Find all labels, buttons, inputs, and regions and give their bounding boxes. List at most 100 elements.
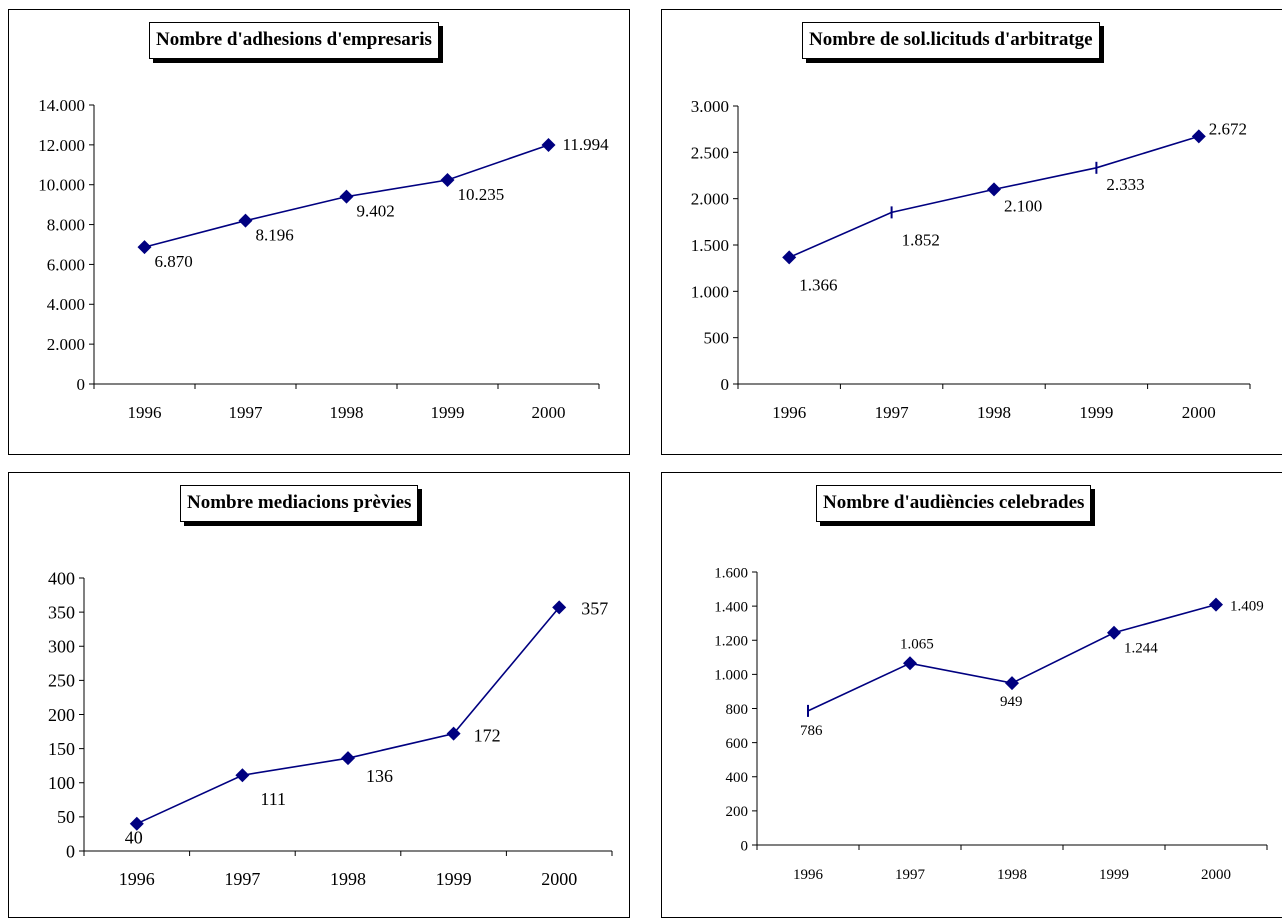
x-tick-label: 1996 (793, 867, 824, 883)
chart-title: Nombre de sol.licituds d'arbitratge (802, 22, 1100, 59)
chart-plot-mediacions: 0 50 100 150 200 250 300 350 400 1996 1997 1998 1999… (48, 568, 613, 889)
data-label: 786 (800, 723, 823, 739)
y-tick-label: 2.000 (691, 190, 729, 209)
y-tick-label: 1.400 (714, 599, 748, 615)
y-tick-label: 250 (48, 671, 75, 691)
data-label: 172 (474, 726, 501, 746)
x-tick-label: 1996 (772, 403, 806, 422)
data-point (903, 656, 917, 671)
data-point (1209, 597, 1223, 612)
data-label: 357 (581, 598, 608, 618)
chart-plot-arbitratge: 0 500 1.000 1.500 2.000 2.500 3.000 1996 1997 199… (691, 97, 1251, 422)
chart-panel-audiencies: Nombre d'audiències celebrades 0 200 400 60… (661, 472, 1282, 918)
data-point (552, 600, 567, 615)
y-tick-label: 14.000 (38, 96, 85, 115)
chart-panel-mediacions: Nombre mediacions prèvies 0 50 100 150 200 25… (8, 472, 630, 918)
data-point (1191, 129, 1206, 144)
y-tick-label: 350 (48, 602, 75, 622)
chart-title: Nombre mediacions prèvies (180, 485, 419, 522)
data-point (129, 816, 144, 831)
y-tick-label: 1.200 (714, 634, 748, 650)
chart-plot-audiencies: 0 200 400 600 800 1.000 1.200 1.400 1.600 1996 199… (714, 565, 1268, 883)
data-label: 1.065 (900, 636, 934, 652)
chart-panel-arbitratge: Nombre de sol.licituds d'arbitratge 0 500… (661, 9, 1282, 455)
data-label: 949 (1000, 694, 1023, 710)
data-label: 1.409 (1230, 599, 1264, 615)
y-tick-label: 0 (721, 375, 730, 394)
data-label: 8.196 (256, 226, 294, 245)
x-tick-label: 1998 (977, 403, 1011, 422)
y-tick-label: 1.000 (691, 282, 729, 301)
y-tick-label: 800 (726, 702, 749, 718)
data-label: 2.672 (1209, 119, 1247, 138)
x-tick-label: 2000 (1201, 867, 1231, 883)
data-label: 111 (260, 789, 286, 809)
data-label: 1.244 (1124, 641, 1158, 657)
x-tick-label: 1998 (330, 869, 366, 889)
data-label: 9.402 (357, 202, 395, 221)
x-tick-label: 1999 (436, 869, 472, 889)
y-tick-label: 8.000 (47, 216, 85, 235)
y-tick-label: 50 (57, 807, 75, 827)
y-tick-label: 400 (726, 770, 749, 786)
x-tick-label: 1998 (330, 403, 364, 422)
data-point (238, 213, 253, 228)
series-line (136, 606, 560, 825)
y-tick-label: 1.500 (691, 236, 729, 255)
y-tick-label: 100 (48, 773, 75, 793)
x-tick-label: 1999 (1079, 403, 1113, 422)
x-tick-label: 1996 (128, 403, 162, 422)
x-tick-label: 1999 (1099, 867, 1129, 883)
y-tick-label: 2.500 (691, 143, 729, 162)
y-tick-label: 0 (66, 841, 75, 861)
x-tick-label: 2000 (532, 403, 566, 422)
data-point (541, 137, 556, 152)
chart-plot-adhesions: 0 2.000 4.000 6.000 8.000 10.000 12.000 14.000 1… (38, 96, 610, 422)
y-tick-label: 12.000 (38, 136, 85, 155)
data-point (339, 189, 354, 204)
y-tick-label: 1.600 (714, 565, 748, 581)
data-label: 136 (366, 766, 393, 786)
data-label: 11.994 (563, 135, 610, 154)
y-tick-label: 3.000 (691, 97, 729, 116)
chart-panel-adhesions: Nombre d'adhesions d'empresaris 0 2.000 4.… (8, 9, 630, 455)
x-tick-label: 2000 (541, 869, 577, 889)
x-tick-label: 2000 (1182, 403, 1216, 422)
y-tick-label: 500 (704, 329, 730, 348)
x-tick-label: 1998 (997, 867, 1027, 883)
y-tick-label: 10.000 (38, 176, 85, 195)
y-tick-label: 150 (48, 739, 75, 759)
data-point (235, 768, 250, 783)
data-point (987, 182, 1001, 197)
x-tick-label: 1999 (431, 403, 465, 422)
chart-title: Nombre d'adhesions d'empresaris (149, 22, 439, 59)
data-label: 1.366 (799, 275, 837, 294)
series-line (788, 135, 1200, 259)
data-label: 6.870 (155, 252, 193, 271)
data-point (1107, 625, 1121, 640)
data-label: 2.100 (1004, 196, 1042, 215)
x-tick-label: 1997 (875, 403, 910, 422)
y-tick-label: 0 (741, 838, 749, 854)
data-label: 1.852 (902, 230, 940, 249)
x-tick-label: 1997 (895, 867, 926, 883)
y-tick-label: 300 (48, 637, 75, 657)
y-tick-label: 2.000 (47, 335, 85, 354)
y-tick-label: 600 (726, 736, 749, 752)
data-label: 2.333 (1106, 175, 1144, 194)
y-tick-label: 0 (77, 375, 86, 394)
data-point (782, 250, 797, 265)
y-tick-label: 6.000 (47, 255, 85, 274)
data-point (341, 751, 355, 766)
y-tick-label: 400 (48, 568, 75, 588)
y-tick-label: 4.000 (47, 295, 85, 314)
chart-title: Nombre d'audiències celebrades (816, 485, 1092, 522)
x-tick-label: 1997 (229, 403, 264, 422)
y-tick-label: 200 (48, 705, 75, 725)
y-tick-label: 1.000 (714, 668, 748, 684)
data-point (440, 173, 455, 188)
data-label: 40 (125, 828, 143, 848)
data-label: 10.235 (458, 185, 505, 204)
x-tick-label: 1996 (119, 869, 155, 889)
x-tick-label: 1997 (224, 869, 260, 889)
